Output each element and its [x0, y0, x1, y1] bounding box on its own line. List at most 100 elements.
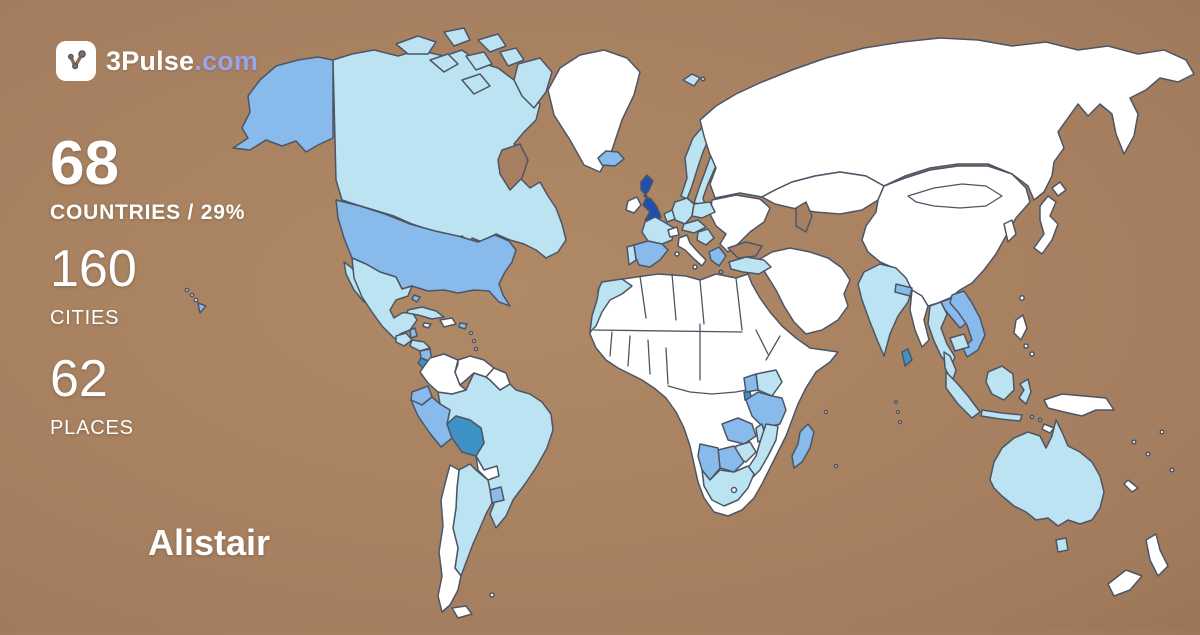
taiwan-islet	[1019, 295, 1025, 301]
country-philippines	[1013, 314, 1028, 341]
lesotho-enclave	[730, 486, 738, 494]
antilles-islet	[473, 346, 479, 352]
brand-name-main: 3Pulse	[106, 45, 195, 76]
nz-south-island	[1107, 569, 1143, 597]
country-germany	[671, 197, 695, 225]
country-portugal	[626, 244, 637, 266]
country-venezuela	[454, 355, 495, 386]
brand-name-tld: .com	[194, 45, 259, 76]
logo-badge	[56, 41, 96, 81]
mongolia-border	[907, 183, 1003, 209]
island-sulawesi	[1018, 378, 1032, 405]
hawaii-islet	[184, 287, 190, 293]
sardinia-islet	[674, 251, 680, 257]
island-borneo	[985, 365, 1015, 401]
region-czechia-austria	[681, 219, 707, 234]
country-vietnam	[949, 290, 986, 358]
hokkaido-island	[1051, 181, 1067, 197]
caspian-sea	[795, 201, 813, 233]
country-uganda	[743, 373, 759, 393]
arctic-island	[477, 33, 507, 53]
region-middle-east	[757, 247, 851, 335]
hawaii-islet	[193, 297, 199, 303]
country-iceland	[597, 150, 625, 167]
nz-north-island	[1145, 533, 1169, 577]
country-malaysia	[943, 351, 957, 383]
country-bahamas	[411, 294, 421, 303]
island-sumatra	[945, 371, 981, 419]
region-guianas	[485, 367, 511, 391]
country-cambodia	[949, 333, 970, 352]
sahara-borders	[593, 273, 781, 395]
arctic-island	[395, 35, 437, 55]
country-alaska	[232, 56, 334, 153]
continent-africa	[589, 273, 839, 517]
country-morocco	[589, 278, 633, 333]
pacific-islet	[1145, 451, 1151, 457]
arctic-island	[461, 73, 491, 95]
country-india	[857, 263, 913, 357]
black-sea	[727, 241, 763, 259]
country-sri-lanka	[901, 348, 913, 367]
country-bolivia	[446, 415, 485, 457]
svalbard-islands	[682, 73, 701, 87]
user-name: Alistair	[148, 522, 271, 563]
maldives-islet	[897, 419, 903, 425]
country-poland	[691, 201, 716, 219]
country-cuba	[406, 306, 445, 320]
country-mozambique	[747, 423, 779, 479]
arctic-island-baffin	[513, 57, 553, 109]
country-japan	[1033, 195, 1059, 255]
lesser-sunda-islet	[1037, 417, 1043, 423]
island-java	[980, 409, 1023, 422]
stat-countries-value: 68	[50, 129, 119, 198]
country-nepal	[894, 283, 913, 297]
arctic-island	[465, 51, 493, 71]
crete-islet	[718, 269, 724, 275]
stat-cities-label: CITIES	[50, 307, 120, 329]
stat-countries-label: COUNTRIES / 29%	[50, 201, 246, 224]
country-guatemala	[395, 332, 413, 347]
country-puerto-rico	[458, 322, 468, 330]
arctic-island	[429, 53, 459, 73]
lesser-sunda-islet	[1029, 414, 1035, 420]
island-new-caledonia	[1123, 479, 1139, 493]
hudson-bay	[497, 143, 529, 191]
country-myanmar	[909, 289, 930, 348]
indian-ocean-islet	[833, 463, 839, 469]
country-hispaniola	[439, 317, 457, 328]
arctic-island	[499, 47, 525, 67]
island-timor	[1041, 423, 1055, 434]
country-france	[641, 216, 675, 245]
falklands-islet	[489, 592, 495, 598]
hawaii-islet	[189, 292, 195, 298]
stat-places-label: PLACES	[50, 417, 134, 439]
tierra-del-fuego	[451, 605, 473, 619]
stat-cities-value: 160	[50, 240, 137, 298]
country-australia	[989, 419, 1105, 527]
stat-countries: 68 COUNTRIES / 29%	[50, 133, 245, 225]
country-jamaica	[422, 322, 432, 329]
country-tanzania	[745, 391, 787, 429]
sicily-islet	[692, 264, 698, 270]
antilles-islet	[468, 330, 474, 336]
pacific-islet	[1131, 439, 1137, 445]
country-paraguay	[475, 455, 500, 481]
country-madagascar	[791, 423, 815, 469]
stat-places: 62 PLACES	[50, 353, 134, 440]
svalbard-islet	[700, 76, 706, 82]
pacific-islet	[1159, 429, 1165, 435]
pacific-islet	[1169, 467, 1175, 473]
country-south-africa	[701, 465, 755, 507]
country-turkey	[728, 256, 772, 275]
country-korea	[1003, 219, 1017, 243]
indian-ocean-islet	[823, 409, 829, 415]
pulse-check-icon	[67, 50, 86, 70]
country-greenland	[547, 49, 641, 173]
island-new-guinea	[1043, 393, 1115, 417]
region-benelux	[663, 209, 676, 223]
brand-name: 3Pulse.com	[106, 46, 258, 77]
country-zambia	[721, 417, 757, 445]
